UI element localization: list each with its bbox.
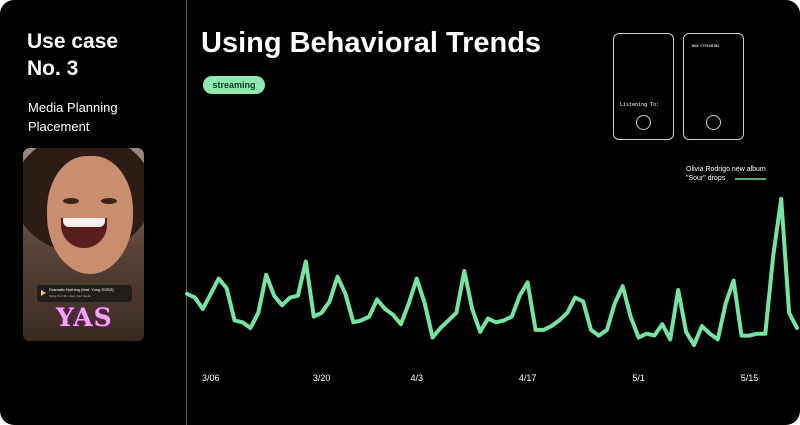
play-icon xyxy=(41,290,46,296)
x-tick-label: 5/1 xyxy=(632,373,645,383)
x-tick-label: 4/17 xyxy=(519,373,537,383)
photo-eye-left xyxy=(63,198,79,204)
use-case-title: Use case No. 3 xyxy=(27,30,119,80)
annotation-label-line1: Olivia Rodrigo new album xyxy=(686,166,766,173)
photo-eye-right xyxy=(101,198,117,204)
page-title: Using Behavioral Trends xyxy=(201,27,542,59)
x-tick-label: 3/20 xyxy=(313,373,331,383)
song-sticker: Dramatic Nothing (feat. Yung SGBZ) Song … xyxy=(37,285,132,302)
phone-home-button xyxy=(636,115,651,130)
photo-face xyxy=(47,156,133,274)
song-subtitle: Song from Mr. Harry Fan books xyxy=(49,294,91,298)
x-tick-label: 5/15 xyxy=(741,373,759,383)
phone-mockup-streaming: NOW STREAMING xyxy=(683,33,744,140)
phone-text-listening: Listening To: xyxy=(620,102,660,108)
streaming-tag: streaming xyxy=(203,76,265,94)
story-photo: Dramatic Nothing (feat. Yung SGBZ) Song … xyxy=(23,148,144,341)
x-tick-label: 4/3 xyxy=(410,373,423,383)
vertical-divider xyxy=(186,0,187,425)
yas-sticker: YAS xyxy=(56,303,113,332)
annotation-label-line2: "Sour" drops xyxy=(686,175,726,182)
x-tick-label: 3/06 xyxy=(202,373,220,383)
photo-teeth xyxy=(63,218,105,227)
use-case-subtitle: Media Planning Placement xyxy=(28,100,118,134)
series-line-streaming xyxy=(185,196,799,348)
phone-home-button xyxy=(706,115,721,130)
phone-text-streaming: NOW STREAMING xyxy=(692,44,720,48)
song-title: Dramatic Nothing (feat. Yung SGBZ) xyxy=(49,287,114,292)
phone-mockup-listening: Listening To: xyxy=(613,33,674,140)
